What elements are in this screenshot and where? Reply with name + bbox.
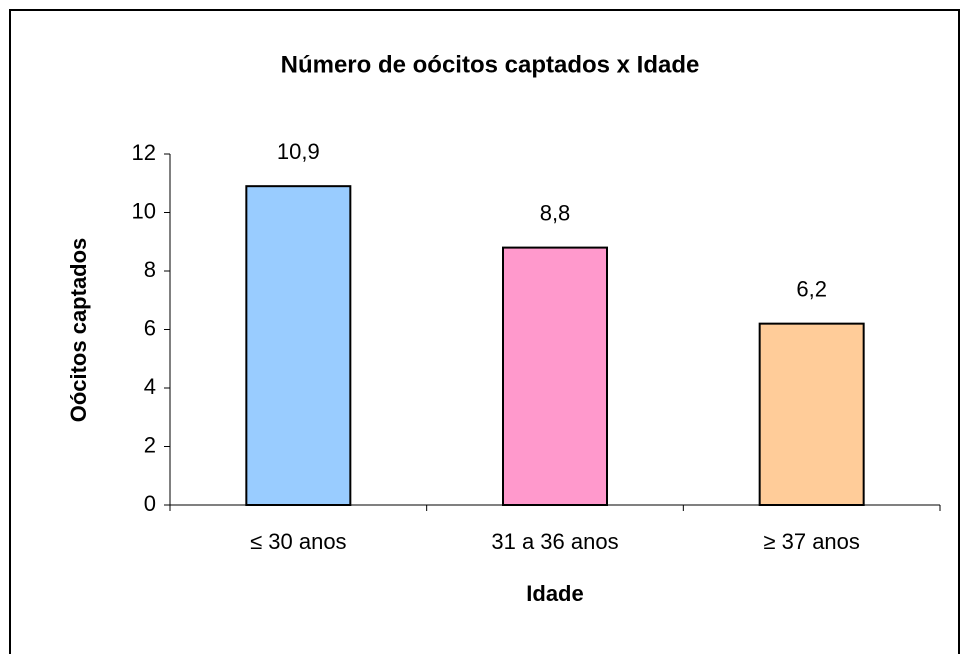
data-label: 10,9	[277, 139, 320, 164]
data-label: 6,2	[796, 276, 827, 301]
y-tick-label: 2	[144, 432, 156, 457]
y-tick-label: 12	[132, 140, 156, 165]
x-tick-label: ≤ 30 anos	[250, 529, 346, 554]
y-tick-label: 10	[132, 198, 156, 223]
y-axis-label: Oócitos captados	[66, 238, 91, 423]
chart-title: Número de oócitos captados x Idade	[281, 51, 700, 78]
y-tick-label: 4	[144, 374, 156, 399]
bar	[502, 246, 608, 506]
y-tick-label: 0	[144, 491, 156, 516]
y-tick-label: 8	[144, 257, 156, 282]
x-tick-label: ≥ 37 anos	[763, 529, 859, 554]
data-label: 8,8	[540, 200, 571, 225]
bar	[758, 322, 865, 506]
bar	[245, 185, 352, 507]
x-tick-label: 31 a 36 anos	[491, 529, 618, 554]
x-axis-label: Idade	[526, 581, 583, 606]
y-tick-label: 6	[144, 315, 156, 340]
